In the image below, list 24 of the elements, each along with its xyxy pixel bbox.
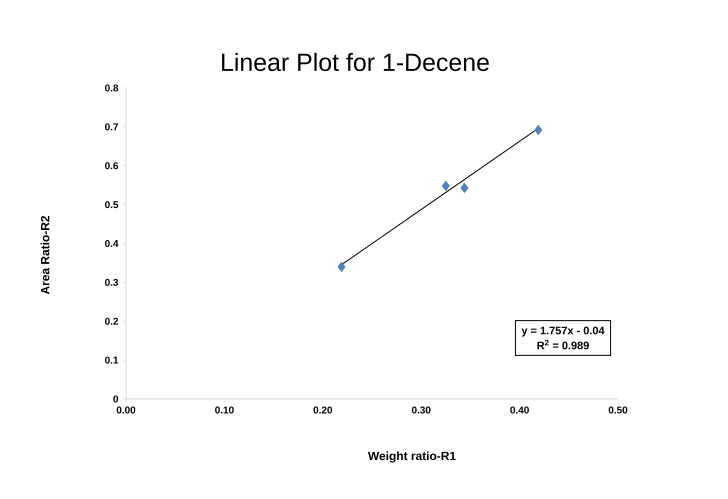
y-tick-label: 0.4 [105, 240, 118, 248]
y-tick-label: 0.8 [105, 84, 118, 92]
point [442, 180, 450, 191]
annotation: R$^{2}$ = 0.989 [537, 340, 589, 350]
x-axis-title: Weight ratio-R1 [368, 451, 456, 463]
y-tick-label: 0.2 [105, 318, 118, 325]
x-tick-label: 0.00 [116, 406, 136, 414]
y-tick-label: 0.1 [105, 356, 118, 364]
y-tick-label: 0.6 [105, 162, 118, 170]
y-axis-title: Area Ratio-R2 [40, 216, 50, 294]
chart-title: Linear Plot for 1-Decene [222, 52, 489, 72]
point [338, 262, 346, 272]
x-tick-label: 0.20 [314, 406, 332, 414]
y-tick-label: 0.5 [105, 201, 118, 208]
x-tick-label: 0.50 [608, 406, 628, 414]
y-tick-label: 0.3 [105, 278, 118, 286]
y-tick-label: 0 [113, 395, 118, 403]
y-tick-label: 0.7 [105, 123, 118, 130]
annotation: y = 1.757x - 0.04 [521, 326, 605, 337]
point [534, 124, 542, 135]
x-tick-label: 0.10 [215, 406, 234, 414]
x-tick-label: 0.40 [510, 406, 529, 414]
x-tick-label: 0.30 [412, 406, 430, 414]
point [460, 182, 468, 193]
